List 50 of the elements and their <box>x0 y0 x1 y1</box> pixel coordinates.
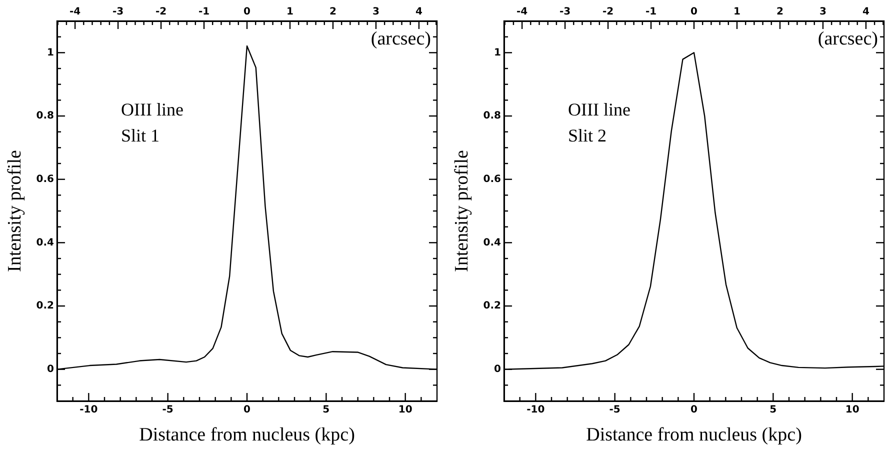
x2-tick-label: 1 <box>286 6 294 18</box>
y-tick-label: 0.8 <box>36 110 54 122</box>
x-tick-label: -5 <box>609 404 620 416</box>
x-tick-label: -10 <box>526 404 545 416</box>
x2-tick-label: -4 <box>516 6 528 18</box>
y-tick-label: 0.4 <box>36 237 54 248</box>
x2-tick-label: 4 <box>415 6 422 18</box>
y-tick-label: 0.8 <box>483 110 502 122</box>
y-tick-label: 0.6 <box>483 174 502 185</box>
x2-tick-label: -1 <box>198 6 210 18</box>
x-tick-label: -5 <box>162 404 174 416</box>
x-tick-label: 10 <box>398 404 412 416</box>
y-tick-label: 0 <box>47 364 54 375</box>
y-tick-label: 0 <box>494 364 502 375</box>
x2-tick-label: 4 <box>862 6 870 18</box>
annotation: Slit 1 <box>121 126 160 146</box>
x2-tick-label: -4 <box>70 6 81 18</box>
x2-tick-label: 0 <box>690 6 698 18</box>
annotation: OIII line <box>121 100 184 120</box>
x-axis-title: Distance from nucleus (kpc) <box>586 424 802 446</box>
x2-tick-label: -2 <box>155 6 167 18</box>
annotation: OIII line <box>568 100 630 120</box>
x2-tick-label: 1 <box>734 6 740 18</box>
y-tick-label: 1 <box>494 47 502 58</box>
x2-tick-label: -2 <box>602 6 614 18</box>
x-tick-label: 0 <box>690 404 698 416</box>
x-axis-title: Distance from nucleus (kpc) <box>139 424 355 446</box>
y-axis-title: Intensity profile <box>451 150 472 272</box>
x2-axis-title: (arcsec) <box>370 28 431 50</box>
y-tick-label: 0.2 <box>36 300 54 312</box>
x2-tick-label: -1 <box>645 6 657 18</box>
x2-tick-label: -3 <box>559 6 571 18</box>
annotation: Slit 2 <box>568 126 607 146</box>
y-tick-label: 0.6 <box>36 174 54 185</box>
x2-tick-label: -3 <box>112 6 124 18</box>
y-tick-label: 0.4 <box>483 237 502 248</box>
y-tick-label: 0.2 <box>483 300 502 312</box>
y-tick-label: 1 <box>47 47 54 58</box>
y-axis-title: Intensity profile <box>4 150 26 272</box>
x2-tick-label: 3 <box>372 6 380 18</box>
x-tick-label: -10 <box>80 404 98 416</box>
x-tick-label: 10 <box>845 404 860 416</box>
x-tick-label: 5 <box>322 404 330 416</box>
x2-tick-label: 0 <box>244 6 251 18</box>
x2-tick-label: 2 <box>776 6 784 18</box>
x2-tick-label: 3 <box>819 6 826 18</box>
x-tick-label: 0 <box>244 404 251 416</box>
x2-tick-label: 2 <box>329 6 336 18</box>
x2-axis-title: (arcsec) <box>818 28 878 50</box>
x-tick-label: 5 <box>770 404 777 416</box>
